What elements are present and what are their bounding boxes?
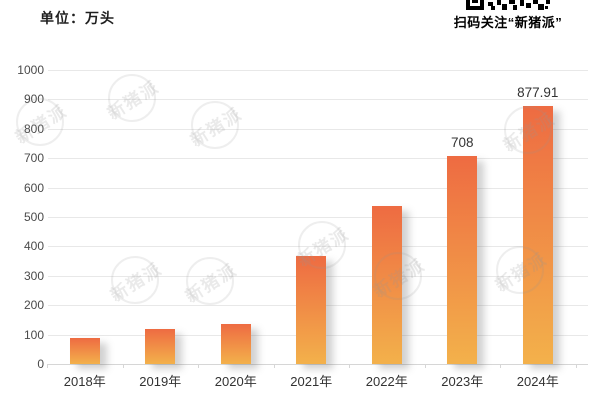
y-axis-label: 800: [23, 121, 44, 136]
qr-block: 扫码关注“新猪派”: [428, 0, 588, 31]
y-axis-label: 100: [23, 327, 44, 342]
bar-2018年: [69, 337, 100, 364]
bar-value-label: 708: [450, 134, 474, 150]
y-axis-label: 600: [23, 180, 44, 195]
x-axis-tick: [122, 364, 124, 368]
x-axis-tick: [500, 364, 501, 368]
gridline: [48, 246, 588, 248]
x-axis-tick: [575, 364, 577, 368]
x-axis-label: 2024年: [516, 374, 559, 389]
x-axis-label: 2019年: [139, 374, 182, 389]
unit-label: 单位：万头: [40, 10, 115, 26]
y-axis-label: 1000: [17, 63, 44, 77]
bar-2021年: [296, 255, 327, 364]
x-axis-line: [48, 364, 588, 365]
y-axis-label: 200: [23, 298, 44, 313]
y-axis-label: 900: [23, 92, 44, 107]
x-axis-tick: [198, 364, 199, 368]
bar-2023年: [447, 155, 478, 364]
y-axis-label: 300: [23, 268, 44, 283]
gridline: [48, 70, 588, 71]
gridline: [48, 99, 588, 101]
gridline: [48, 217, 588, 218]
bar-2019年: [145, 328, 176, 364]
x-axis-label: 2018年: [63, 374, 106, 389]
y-axis-label: 700: [23, 151, 44, 166]
x-axis-tick: [47, 364, 48, 368]
gridline: [48, 158, 588, 160]
x-axis-label: 2022年: [365, 374, 408, 389]
gridline: [48, 187, 588, 189]
qr-caption: 扫码关注“新猪派”: [453, 15, 563, 30]
qr-code-icon: [466, 0, 550, 10]
x-axis-tick: [273, 364, 275, 368]
bar-2022年: [371, 205, 402, 364]
y-axis-label: 0: [37, 357, 44, 371]
x-axis-label: 2020年: [214, 374, 257, 389]
x-axis-tick: [349, 364, 350, 368]
bar-value-label: 877.91: [517, 84, 559, 100]
x-axis-label: 2023年: [441, 374, 484, 389]
gridline: [48, 128, 588, 130]
bar-2020年: [220, 324, 251, 364]
bar-2024年: [522, 105, 553, 364]
y-axis-label: 500: [23, 210, 44, 224]
x-axis-tick: [424, 364, 426, 368]
x-axis-label: 2021年: [290, 374, 333, 389]
y-axis-label: 400: [23, 239, 44, 254]
